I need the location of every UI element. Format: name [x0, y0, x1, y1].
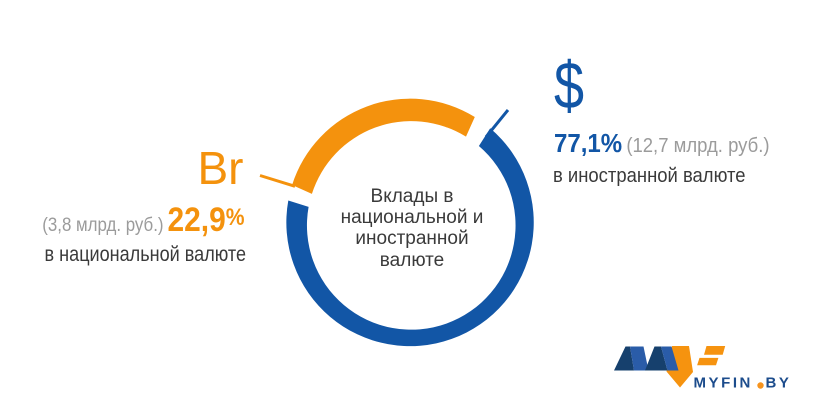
svg-text:BY: BY [766, 375, 792, 392]
svg-text:MYFIN: MYFIN [694, 375, 753, 392]
